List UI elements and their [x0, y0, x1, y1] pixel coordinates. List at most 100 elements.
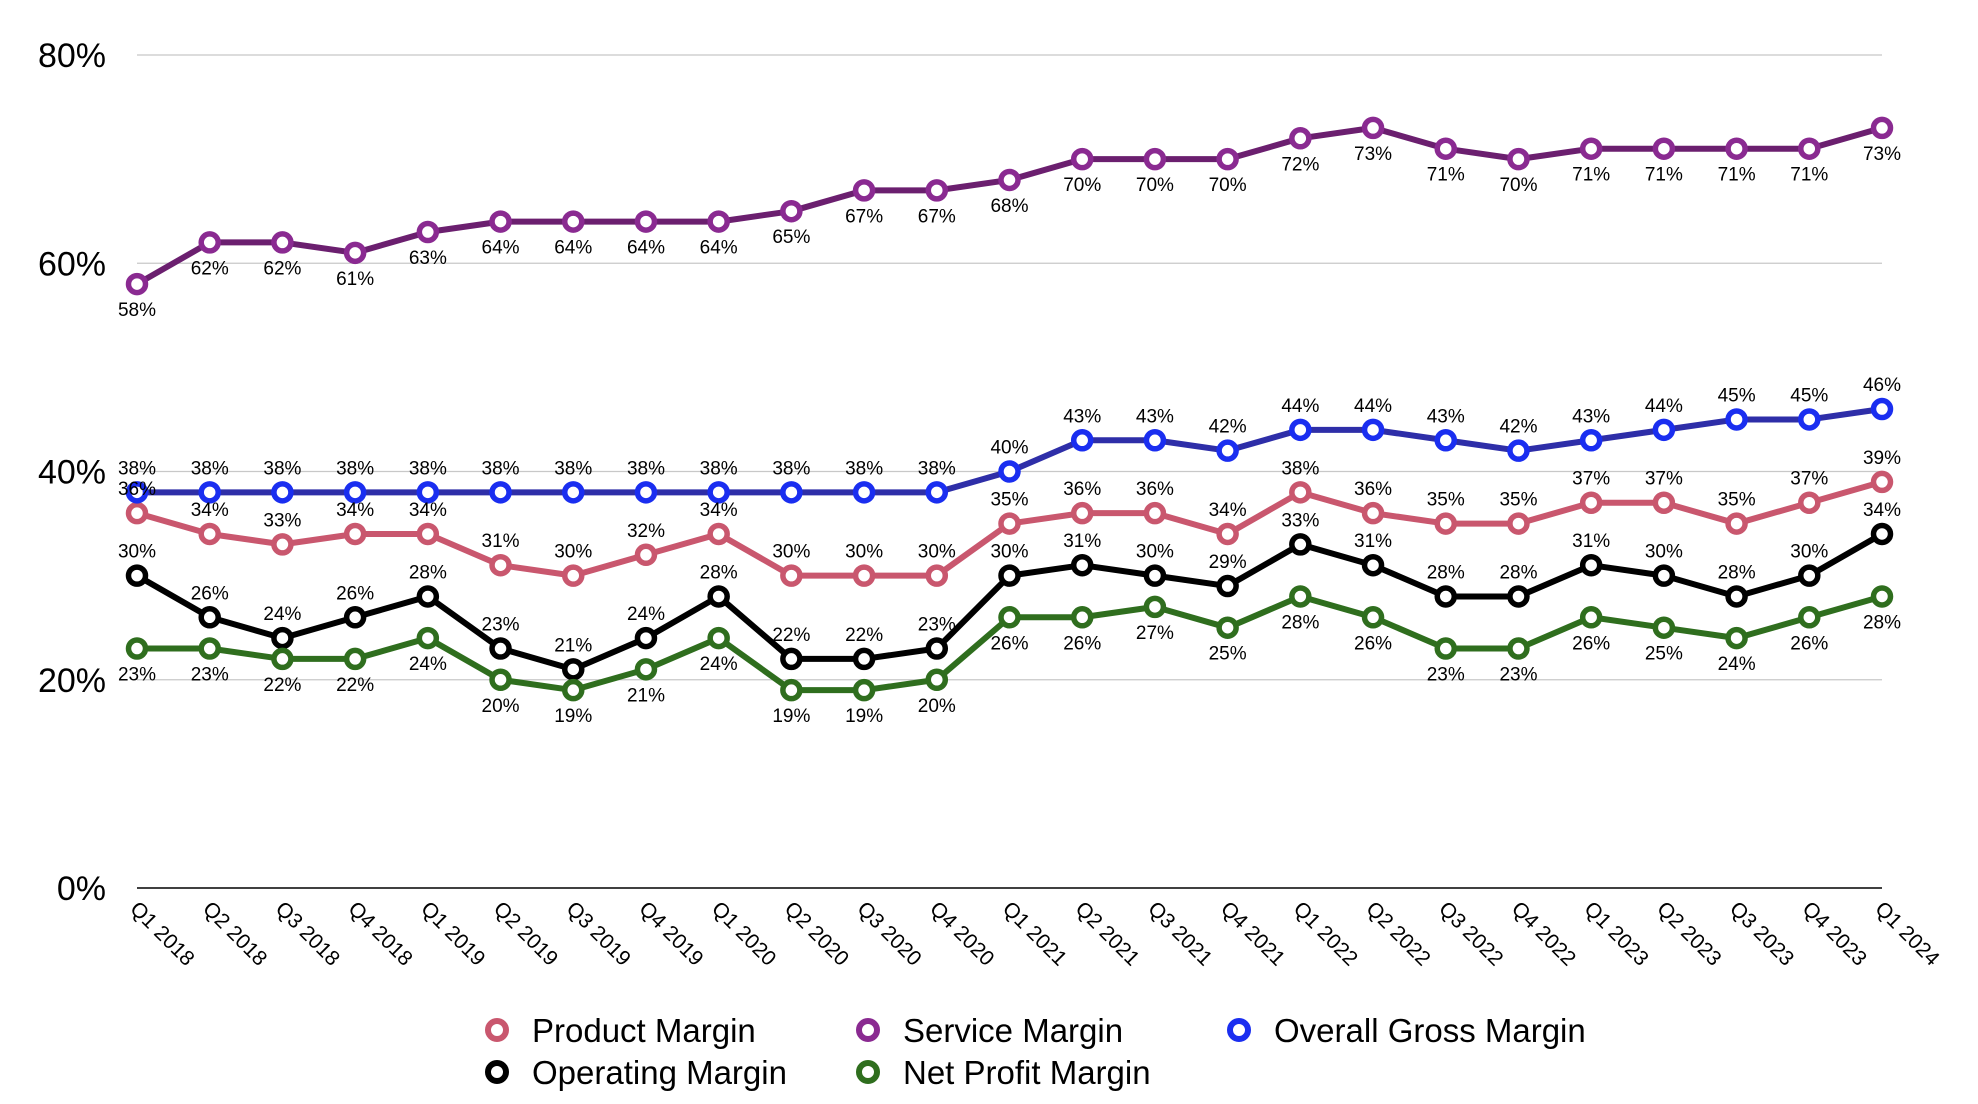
data-point[interactable] — [1870, 522, 1894, 546]
data-point[interactable] — [125, 272, 149, 296]
data-point[interactable] — [489, 210, 512, 233]
data-point[interactable] — [1216, 439, 1239, 462]
data-point[interactable] — [634, 626, 658, 650]
data-point[interactable] — [125, 637, 149, 660]
data-point[interactable] — [271, 626, 294, 650]
data-point[interactable] — [271, 647, 294, 671]
data-point[interactable] — [562, 564, 585, 587]
data-point[interactable] — [1652, 491, 1676, 514]
data-point[interactable] — [125, 501, 149, 525]
data-point[interactable] — [343, 481, 367, 504]
data-point[interactable] — [489, 668, 512, 691]
data-point[interactable] — [416, 481, 440, 504]
data-point[interactable] — [1289, 533, 1312, 556]
legend-item-net-profit-margin[interactable]: Net Profit Margin — [856, 1054, 1151, 1091]
data-point[interactable] — [634, 210, 658, 233]
data-point[interactable] — [1652, 616, 1676, 639]
data-point[interactable] — [1870, 116, 1894, 140]
data-point[interactable] — [271, 481, 294, 504]
data-point[interactable] — [343, 606, 367, 629]
data-point[interactable] — [925, 637, 949, 660]
legend-item-service-margin[interactable]: Service Margin — [856, 1012, 1123, 1049]
data-point[interactable] — [1216, 522, 1239, 546]
data-point[interactable] — [1579, 137, 1603, 160]
data-point[interactable] — [852, 481, 876, 504]
data-point[interactable] — [1434, 585, 1457, 608]
data-point[interactable] — [852, 179, 876, 202]
data-point[interactable] — [707, 481, 730, 504]
data-point[interactable] — [1798, 491, 1821, 514]
data-point[interactable] — [1143, 501, 1167, 525]
data-point[interactable] — [562, 658, 585, 681]
data-point[interactable] — [852, 647, 876, 671]
data-point[interactable] — [1725, 512, 1748, 535]
data-point[interactable] — [271, 533, 294, 556]
data-point[interactable] — [707, 585, 730, 608]
data-point[interactable] — [1143, 429, 1167, 452]
data-point[interactable] — [198, 637, 221, 660]
data-point[interactable] — [707, 522, 730, 546]
data-point[interactable] — [1507, 585, 1530, 608]
data-point[interactable] — [707, 210, 730, 233]
data-point[interactable] — [634, 543, 658, 567]
data-point[interactable] — [1361, 606, 1385, 629]
data-point[interactable] — [125, 564, 149, 587]
data-point[interactable] — [1434, 512, 1457, 535]
data-point[interactable] — [1361, 418, 1385, 442]
data-point[interactable] — [925, 179, 949, 202]
data-point[interactable] — [1725, 626, 1748, 650]
legend-item-overall-gross-margin[interactable]: Overall Gross Margin — [1227, 1012, 1586, 1049]
data-point[interactable] — [634, 481, 658, 504]
data-point[interactable] — [271, 231, 294, 254]
data-point[interactable] — [1507, 147, 1530, 171]
data-point[interactable] — [1143, 595, 1167, 619]
data-point[interactable] — [925, 564, 949, 587]
data-point[interactable] — [1798, 606, 1821, 629]
data-point[interactable] — [198, 481, 221, 504]
data-point[interactable] — [1361, 116, 1385, 140]
data-point[interactable] — [1216, 616, 1239, 639]
data-point[interactable] — [1434, 137, 1457, 160]
data-point[interactable] — [1361, 501, 1385, 525]
data-point[interactable] — [489, 481, 512, 504]
data-point[interactable] — [998, 512, 1021, 535]
data-point[interactable] — [998, 564, 1021, 587]
data-point[interactable] — [1507, 512, 1530, 535]
data-point[interactable] — [780, 481, 803, 504]
data-point[interactable] — [1870, 470, 1894, 494]
data-point[interactable] — [198, 231, 221, 254]
data-point[interactable] — [416, 522, 440, 546]
data-point[interactable] — [707, 626, 730, 650]
data-point[interactable] — [1579, 491, 1603, 514]
data-point[interactable] — [780, 678, 803, 702]
data-point[interactable] — [925, 668, 949, 691]
data-point[interactable] — [852, 678, 876, 702]
data-point[interactable] — [1725, 585, 1748, 608]
data-point[interactable] — [1216, 147, 1239, 171]
data-point[interactable] — [1870, 585, 1894, 608]
data-point[interactable] — [998, 606, 1021, 629]
data-point[interactable] — [780, 564, 803, 587]
data-point[interactable] — [562, 210, 585, 233]
data-point[interactable] — [489, 553, 512, 577]
data-point[interactable] — [1289, 481, 1312, 504]
data-point[interactable] — [1870, 397, 1894, 421]
data-point[interactable] — [1434, 637, 1457, 660]
data-point[interactable] — [1289, 585, 1312, 608]
data-point[interactable] — [852, 564, 876, 587]
data-point[interactable] — [489, 637, 512, 660]
data-point[interactable] — [1143, 564, 1167, 587]
data-point[interactable] — [1216, 574, 1239, 598]
data-point[interactable] — [998, 460, 1021, 483]
data-point[interactable] — [416, 220, 440, 244]
data-point[interactable] — [1289, 127, 1312, 150]
data-point[interactable] — [1798, 564, 1821, 587]
data-point[interactable] — [1652, 418, 1676, 442]
data-point[interactable] — [125, 481, 149, 504]
legend-item-product-margin[interactable]: Product Margin — [485, 1012, 756, 1049]
data-point[interactable] — [198, 606, 221, 629]
data-point[interactable] — [1070, 147, 1094, 171]
data-point[interactable] — [634, 658, 658, 681]
data-point[interactable] — [1652, 137, 1676, 160]
data-point[interactable] — [780, 199, 803, 223]
